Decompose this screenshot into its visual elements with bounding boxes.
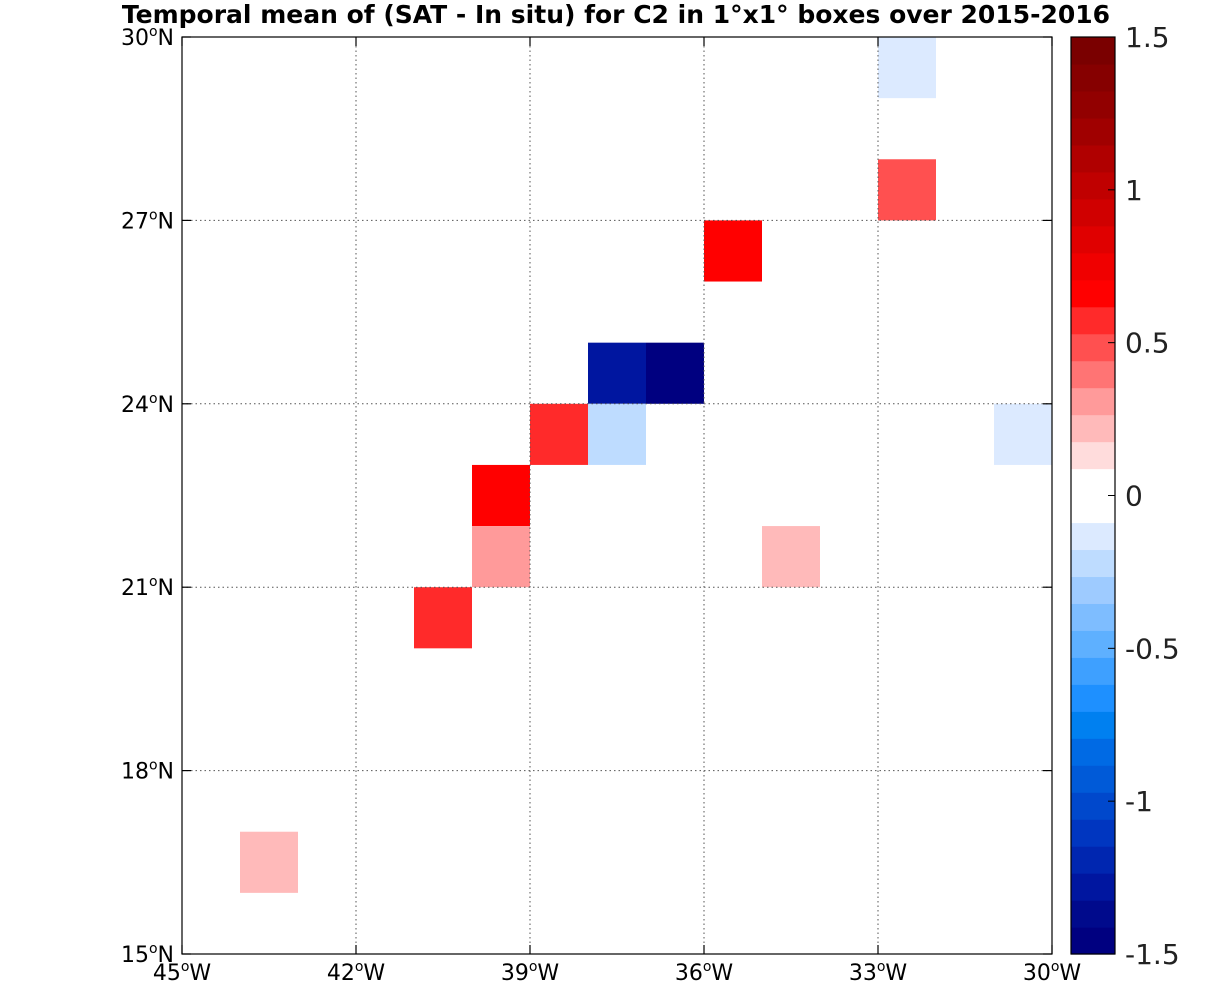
colorbar-segment-18 [1071,441,1115,470]
colorbar-label-0: 1.5 [1125,21,1170,54]
colorbar-label-4: -0.5 [1125,632,1180,665]
data-cell-4 [646,342,704,404]
data-cell-2 [704,220,762,282]
colorbar-segment-12 [1071,603,1115,631]
colorbar-segment-25 [1071,252,1115,281]
colorbar-segment-6 [1071,765,1115,793]
data-cells [240,37,1052,893]
data-cell-7 [994,403,1052,465]
x-axis-labels: 45oW 42oW 39oW 36oW 33oW 30oW [153,959,1082,984]
data-cell-9 [472,526,530,588]
colorbar-segment-30 [1071,117,1115,146]
colorbar-segment-14 [1071,549,1115,578]
y-tick-label-5: 30oN [121,24,174,51]
colorbar-segment-3 [1071,846,1115,874]
colorbar-segment-27 [1071,198,1115,227]
colorbar-segment-24 [1071,279,1115,308]
colorbar-segment-23 [1071,306,1115,335]
colorbar-label-1: 1 [1125,174,1143,207]
data-cell-10 [762,526,820,588]
y-axis-labels: 15oN 18oN 21oN 24oN 27oN 30oN [121,24,174,968]
y-tick-label-3: 24oN [121,391,174,418]
colorbar-labels: 1.5 1 0.5 0 -0.5 -1 -1.5 [1108,21,1180,971]
colorbar-segment-28 [1071,171,1115,200]
colorbar-segment-16 [1071,495,1115,524]
map-title: Temporal mean of (SAT - In situ) for C2 … [121,0,1111,29]
colorbar-segment-8 [1071,711,1115,739]
data-cell-8 [472,464,530,527]
data-cell-12 [240,831,298,893]
gridlines [182,37,1052,954]
data-cell-6 [588,403,646,465]
colorbar-segment-32 [1071,63,1115,92]
y-tick-label-1: 18oN [121,758,174,785]
colorbar-segment-15 [1071,522,1115,551]
data-cell-1 [878,159,936,221]
colorbar-segment-9 [1071,684,1115,712]
colorbar-segment-10 [1071,657,1115,685]
x-tick-label-3: 36oW [675,959,734,984]
colorbar-label-5: -1 [1125,785,1153,818]
colorbar-segment-1 [1071,900,1115,928]
y-tick-label-4: 27oN [121,207,174,234]
data-cell-3 [588,342,646,404]
colorbar-segment-7 [1071,738,1115,766]
colorbar-label-2: 0.5 [1125,327,1170,360]
colorbar-segment-11 [1071,630,1115,658]
colorbar-label-6: -1.5 [1125,938,1180,971]
x-tick-label-4: 33oW [849,959,908,984]
colorbar-segment-17 [1071,468,1115,497]
colorbar-segment-13 [1071,576,1115,604]
colorbar-segment-21 [1071,360,1115,389]
axis-ticks [181,36,1053,955]
colorbar-segment-29 [1071,144,1115,173]
data-cell-5 [530,403,588,465]
x-tick-label-5: 30oW [1023,959,1082,984]
data-cell-11 [414,587,472,649]
y-tick-label-0: 15oN [121,941,174,968]
map-frame [181,36,1053,955]
colorbar [1070,36,1116,955]
x-tick-label-0: 45oW [153,959,212,984]
colorbar-segment-5 [1071,792,1115,820]
colorbar-segment-2 [1071,873,1115,901]
y-tick-label-2: 21oN [121,574,174,601]
x-tick-label-2: 39oW [501,959,560,984]
colorbar-segment-33 [1071,37,1115,65]
colorbar-label-3: 0 [1125,480,1143,513]
colorbar-segment-22 [1071,333,1115,362]
colorbar-segment-31 [1071,90,1115,119]
colorbar-segment-20 [1071,387,1115,416]
colorbar-segment-4 [1071,819,1115,847]
data-cell-0 [878,37,936,99]
colorbar-segment-26 [1071,225,1115,254]
colorbar-segment-19 [1071,414,1115,443]
x-tick-label-1: 42oW [327,959,386,984]
colorbar-segment-0 [1071,927,1115,955]
